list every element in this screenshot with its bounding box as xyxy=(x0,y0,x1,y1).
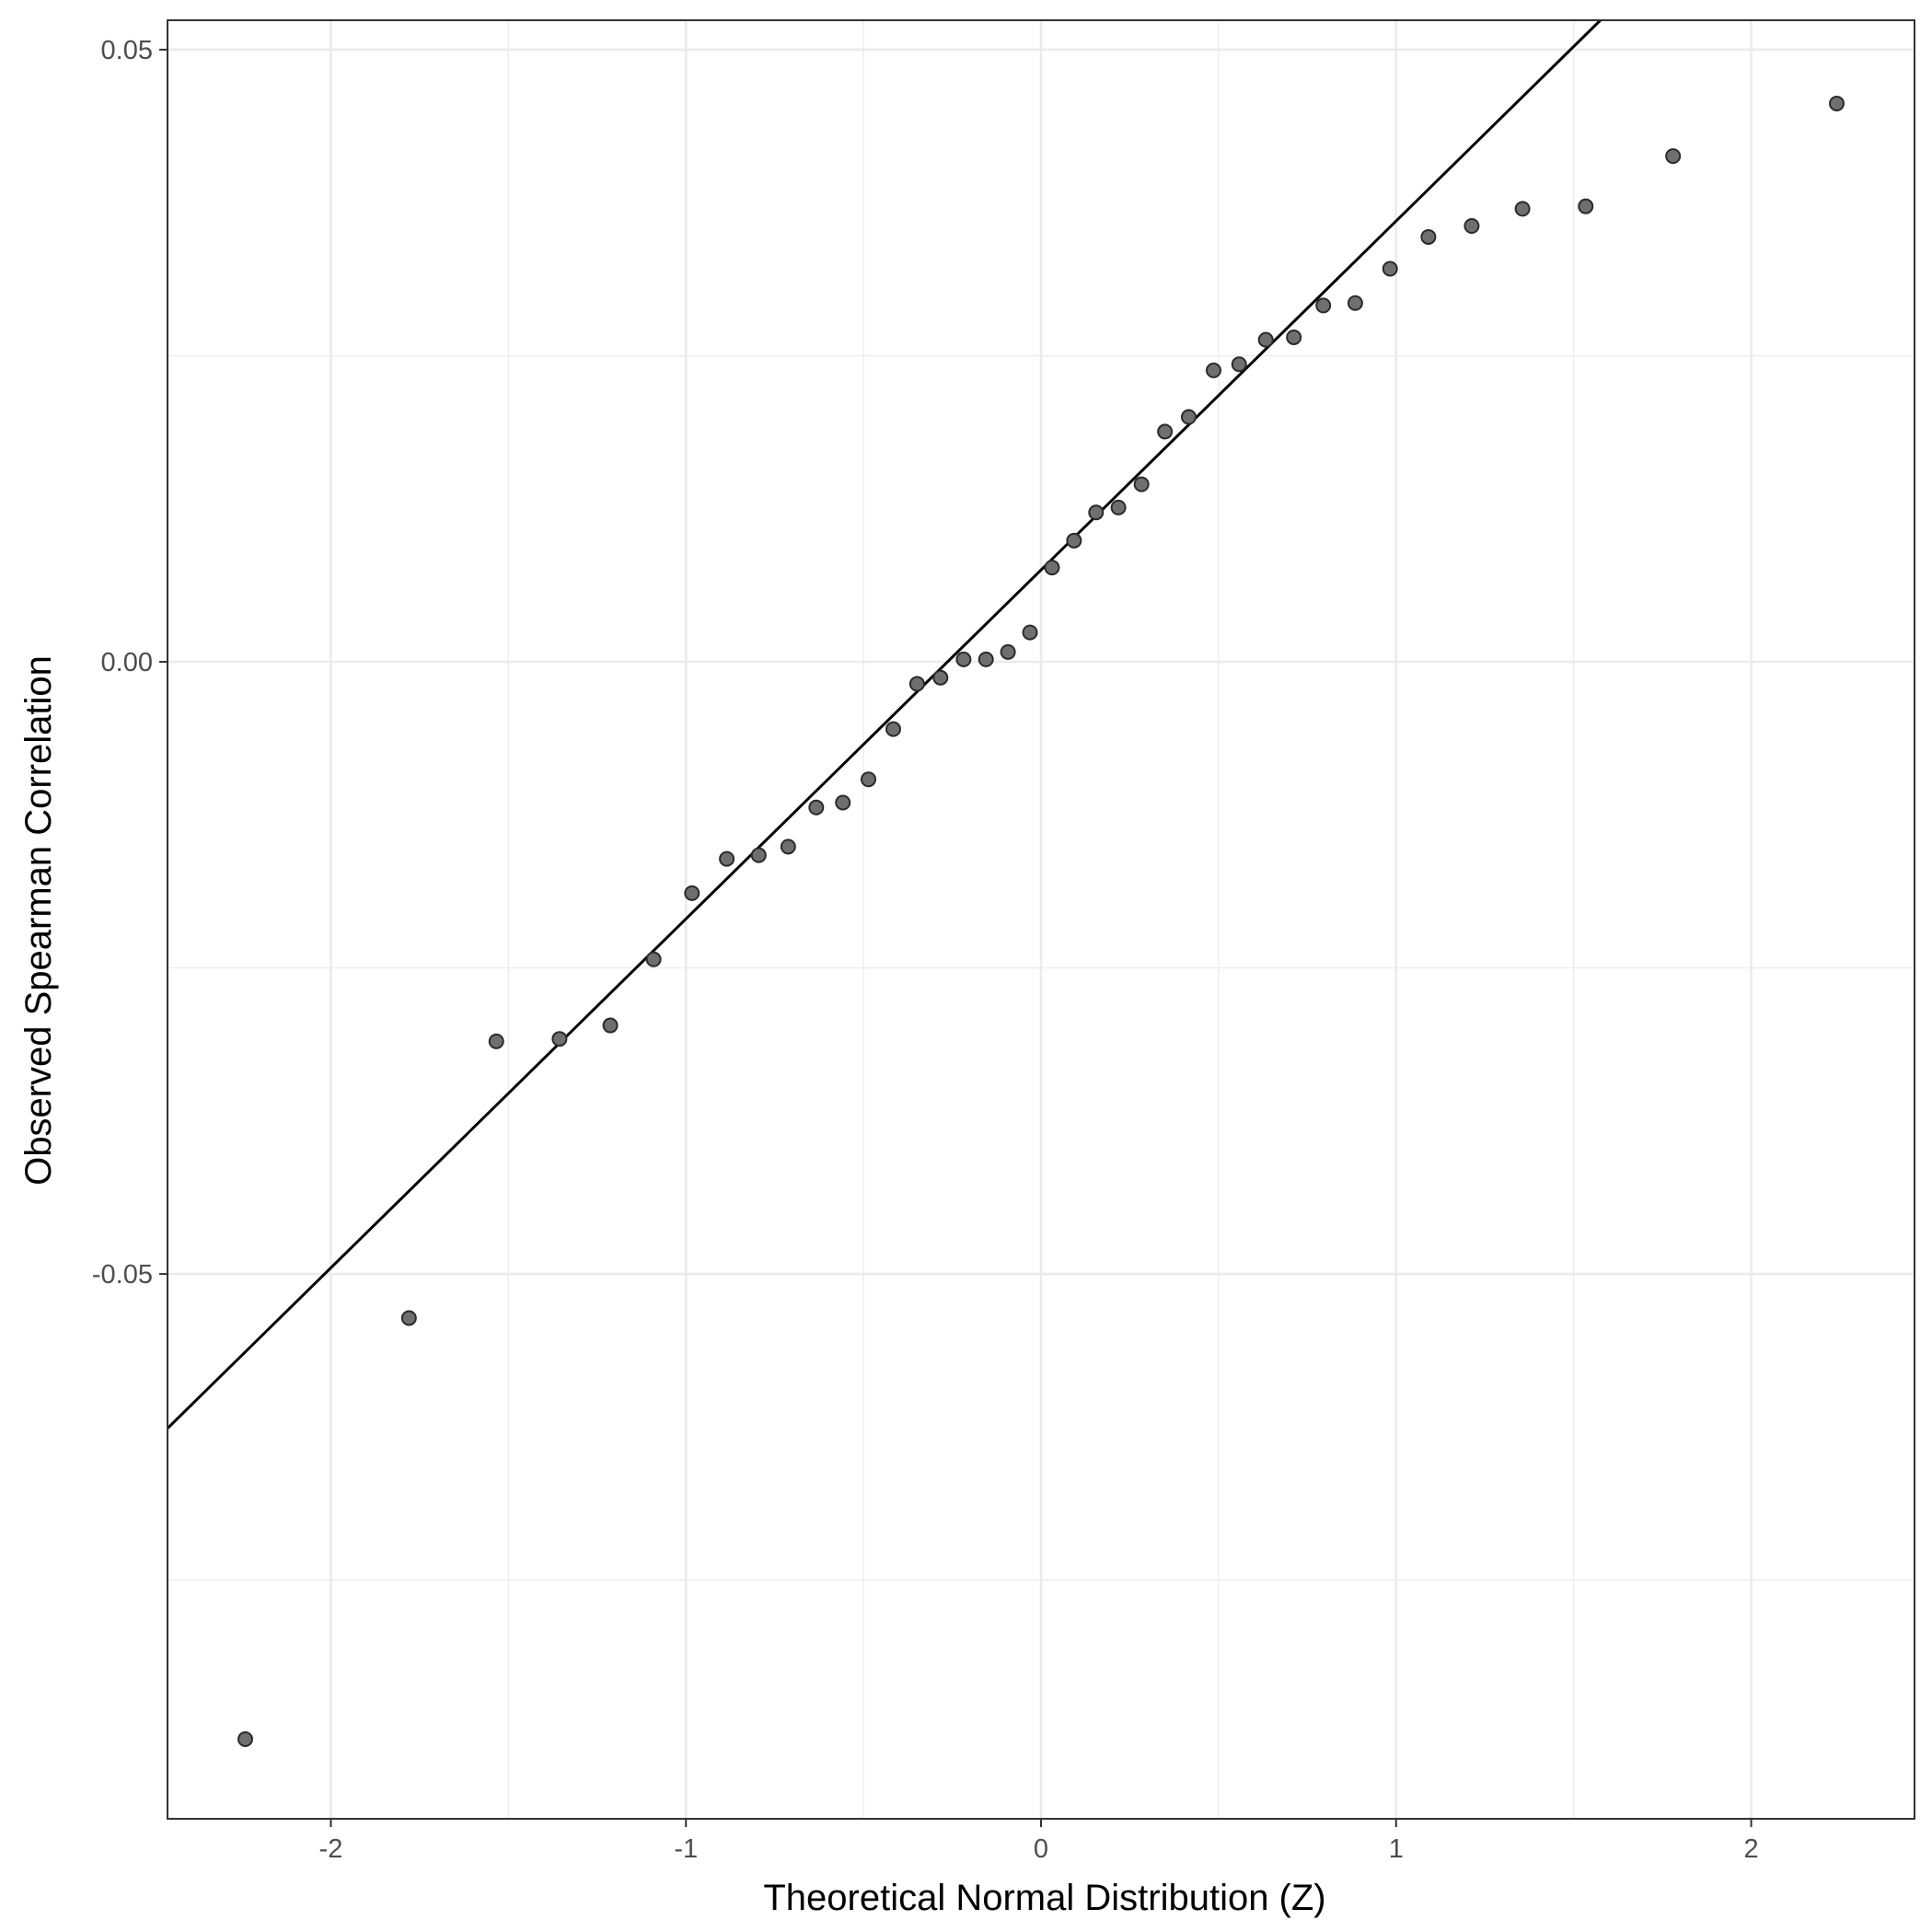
data-point xyxy=(684,885,700,901)
data-point xyxy=(602,1017,619,1034)
data-point xyxy=(780,839,796,855)
data-point xyxy=(1022,624,1038,641)
data-point xyxy=(400,1310,417,1326)
data-point xyxy=(750,847,767,863)
data-point xyxy=(1286,330,1302,346)
data-point xyxy=(1088,504,1105,521)
y-tick-label: 0.05 xyxy=(101,36,153,65)
data-point xyxy=(488,1033,504,1049)
reference-line-group xyxy=(166,18,1602,1429)
x-tick-label: 1 xyxy=(1389,1834,1404,1864)
x-axis-ticks: -2 -1 0 1 2 xyxy=(319,1819,1759,1864)
reference-line xyxy=(166,18,1602,1429)
data-point xyxy=(719,850,735,867)
data-point xyxy=(908,676,925,692)
y-axis-ticks: -0.05 0.00 0.05 xyxy=(92,36,168,1290)
x-tick-label: -1 xyxy=(674,1834,698,1864)
data-point xyxy=(955,651,972,667)
data-point xyxy=(1420,228,1437,245)
data-point xyxy=(1665,148,1682,165)
data-point xyxy=(1315,297,1332,314)
data-point xyxy=(1829,95,1845,111)
data-point xyxy=(861,771,877,788)
x-tick-label: -2 xyxy=(319,1834,343,1864)
data-points xyxy=(237,95,1845,1748)
data-point xyxy=(808,799,825,816)
data-point xyxy=(1514,201,1531,217)
x-axis-title: Theoretical Normal Distribution (Z) xyxy=(763,1878,1325,1918)
x-tick-label: 0 xyxy=(1034,1834,1048,1864)
data-point xyxy=(1157,423,1174,440)
data-point xyxy=(1463,217,1480,234)
data-point xyxy=(237,1731,253,1748)
data-point xyxy=(551,1031,568,1047)
data-point xyxy=(1110,499,1127,515)
y-tick-label: 0.00 xyxy=(101,648,153,677)
data-point xyxy=(932,669,949,686)
data-point xyxy=(978,651,994,667)
data-point xyxy=(1180,409,1197,425)
y-tick-label: -0.05 xyxy=(92,1260,153,1290)
data-point xyxy=(1382,260,1398,277)
y-axis-title: Observed Spearman Correlation xyxy=(18,655,59,1186)
data-point xyxy=(1347,295,1363,311)
data-point xyxy=(1133,476,1150,492)
data-point xyxy=(885,721,902,737)
data-point xyxy=(645,951,662,967)
data-point xyxy=(835,794,851,811)
data-point xyxy=(1044,560,1060,576)
x-tick-label: 2 xyxy=(1743,1834,1758,1864)
data-point xyxy=(1257,331,1274,348)
data-point xyxy=(1066,532,1082,549)
data-point xyxy=(1578,198,1594,214)
data-point xyxy=(1231,356,1247,373)
data-point xyxy=(1000,643,1016,660)
data-point xyxy=(1205,362,1221,378)
